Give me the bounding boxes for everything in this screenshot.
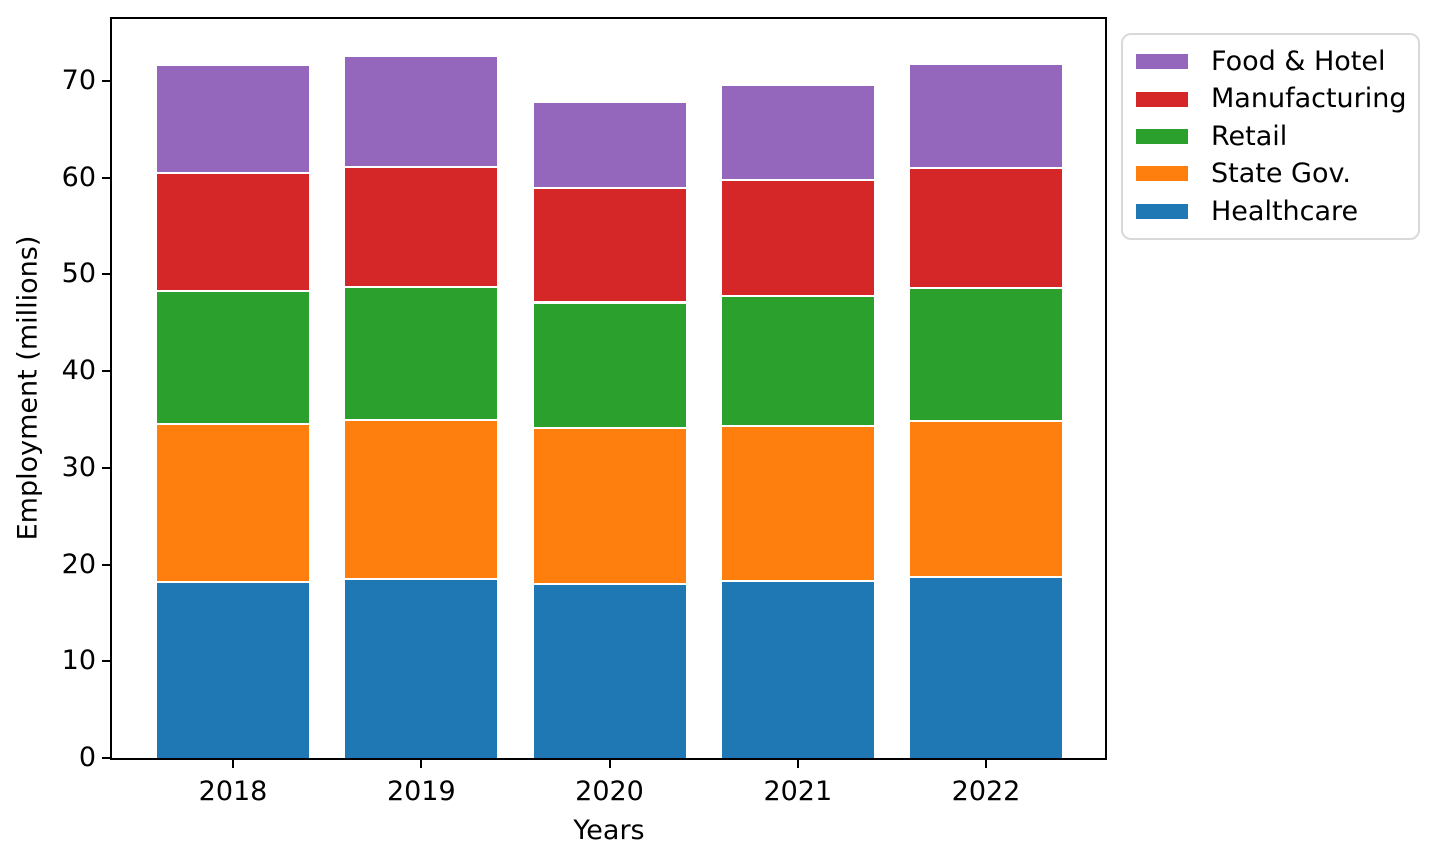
y-tick — [102, 176, 110, 179]
bar-2022 — [910, 19, 1062, 758]
bar-segment — [533, 301, 686, 428]
legend-row: Food & Hotel — [1123, 47, 1418, 77]
x-tick-label: 2022 — [951, 776, 1021, 807]
bar-segment — [721, 83, 874, 179]
y-tick — [102, 563, 110, 566]
x-tick — [608, 760, 611, 768]
bar-segment — [533, 187, 686, 302]
x-tick — [985, 760, 987, 768]
y-tick-label: 60 — [61, 161, 96, 193]
bar-segment — [345, 166, 498, 286]
bar-segment — [910, 419, 1062, 577]
y-tick-label: 30 — [61, 451, 96, 483]
legend-swatch-icon — [1136, 91, 1188, 107]
x-tick — [232, 760, 234, 768]
legend-label: Food & Hotel — [1211, 45, 1386, 77]
bar-segment — [910, 287, 1062, 420]
y-tick — [102, 370, 110, 373]
y-tick — [102, 273, 110, 276]
bar-segment — [721, 294, 874, 426]
x-tick-label: 2021 — [763, 776, 833, 807]
x-tick — [796, 760, 799, 768]
y-tick-label: 70 — [61, 64, 96, 96]
legend-label: Healthcare — [1211, 195, 1359, 227]
y-tick-label: 10 — [61, 645, 96, 677]
legend-swatch-icon — [1136, 128, 1188, 144]
legend-row: Manufacturing — [1123, 84, 1418, 114]
bar-segment — [910, 576, 1062, 758]
legend-swatch-icon — [1136, 166, 1188, 182]
bar-2020 — [533, 19, 686, 758]
legend-label: Manufacturing — [1211, 83, 1407, 115]
bar-segment — [721, 580, 874, 758]
bar-2021 — [721, 19, 874, 758]
bar-segment — [157, 171, 309, 290]
bar-segment — [345, 418, 498, 579]
legend-swatch-icon — [1136, 54, 1188, 70]
legend-label: Retail — [1211, 120, 1288, 152]
bar-segment — [533, 582, 686, 758]
y-tick — [102, 660, 110, 663]
bar-2019 — [345, 19, 498, 758]
x-tick-label: 2020 — [575, 776, 644, 807]
bar-segment — [345, 578, 498, 758]
y-tick-label: 50 — [61, 258, 96, 290]
bar-segment — [910, 167, 1062, 287]
y-tick — [102, 466, 110, 469]
x-tick-label: 2019 — [386, 776, 456, 807]
y-tick-label: 0 — [78, 742, 96, 773]
bar-segment — [533, 101, 686, 188]
x-tick — [420, 760, 423, 768]
y-tick — [102, 757, 110, 759]
x-axis-label: Years — [573, 815, 645, 846]
bar-segment — [345, 286, 498, 419]
bar-segment — [157, 423, 309, 581]
legend-label: State Gov. — [1211, 158, 1351, 190]
x-tick-label: 2018 — [198, 776, 268, 807]
bar-2018 — [157, 19, 309, 758]
y-tick-label: 40 — [61, 355, 96, 387]
bar-segment — [721, 425, 874, 580]
y-tick-label: 20 — [61, 548, 96, 580]
bar-segment — [721, 178, 874, 295]
legend: Food & Hotel Manufacturing Retail State Gov… — [1121, 33, 1420, 240]
bar-segment — [345, 54, 498, 166]
y-tick — [102, 79, 110, 82]
bar-segment — [157, 581, 309, 758]
bar-segment — [910, 62, 1062, 167]
legend-row: Healthcare — [1123, 195, 1418, 227]
legend-row: Retail — [1123, 120, 1418, 152]
legend-row: State Gov. — [1123, 159, 1418, 189]
bar-segment — [157, 63, 309, 172]
plot-area — [110, 17, 1107, 760]
bar-segment — [533, 427, 686, 583]
legend-swatch-icon — [1136, 203, 1188, 219]
bar-segment — [157, 289, 309, 424]
